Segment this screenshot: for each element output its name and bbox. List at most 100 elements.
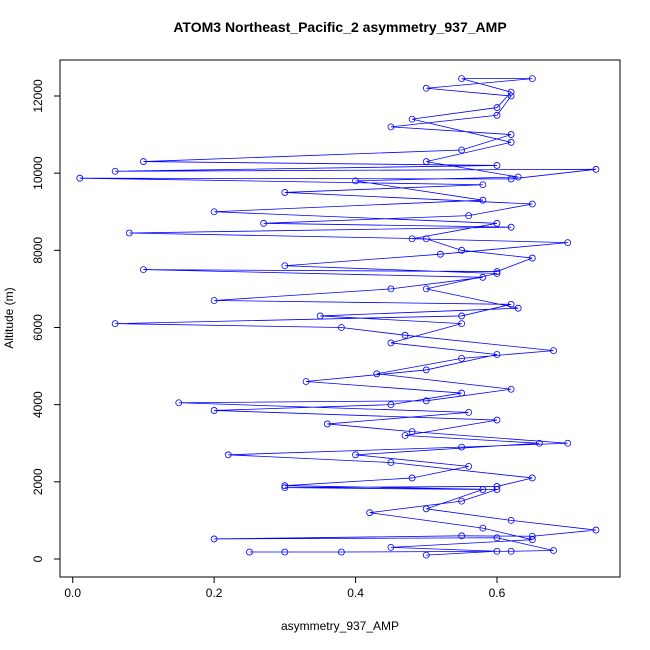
data-point: [458, 320, 466, 328]
data-point: [458, 312, 466, 320]
data-point: [408, 235, 416, 243]
data-point: [479, 273, 487, 281]
data-point: [507, 131, 515, 138]
data-point: [140, 158, 147, 165]
data-point: [422, 235, 430, 243]
data-point: [493, 111, 501, 119]
data-point: [76, 174, 84, 182]
data-point: [535, 439, 543, 447]
data-point: [323, 420, 331, 428]
data-point: [507, 547, 515, 555]
data-point: [493, 486, 501, 493]
data-point: [125, 229, 133, 237]
data-point: [210, 535, 218, 543]
data-point: [465, 462, 473, 470]
data-point: [458, 497, 466, 505]
data-point: [528, 75, 536, 83]
data-point: [493, 270, 501, 277]
data-point: [493, 162, 501, 169]
data-point: [479, 486, 487, 493]
data-point: [338, 548, 345, 556]
data-point: [422, 397, 430, 405]
y-tick-label: 12000: [31, 79, 45, 113]
data-point: [352, 451, 359, 459]
data-point: [458, 75, 466, 83]
x-tick-label: 0.2: [206, 586, 223, 600]
data-point: [111, 167, 119, 175]
data-point: [507, 88, 515, 96]
data-point: [387, 123, 395, 131]
data-point: [507, 138, 515, 146]
y-tick-label: 2000: [31, 468, 45, 495]
data-line: [79, 78, 597, 556]
data-point: [507, 223, 515, 231]
data-point: [246, 548, 253, 556]
data-point: [366, 509, 374, 517]
data-point: [175, 399, 183, 407]
y-axis-label: Altitude (m): [2, 287, 16, 348]
data-point: [422, 551, 430, 559]
data-point: [210, 407, 218, 414]
data-point: [352, 177, 359, 185]
data-point: [316, 312, 324, 320]
data-point: [458, 389, 466, 397]
data-point: [458, 246, 466, 254]
data-point: [514, 304, 522, 312]
data-point: [387, 459, 395, 466]
data-point: [408, 115, 416, 123]
data-point: [281, 484, 289, 492]
data-point: [437, 250, 444, 258]
y-tick-label: 8000: [31, 237, 45, 264]
data-point: [528, 200, 536, 208]
data-point: [592, 165, 600, 173]
data-point: [465, 408, 473, 416]
data-point: [564, 239, 572, 247]
data-point: [528, 474, 536, 482]
chart-title: ATOM3 Northeast_Pacific_2 asymmetry_937_…: [173, 19, 506, 35]
data-point: [458, 354, 466, 362]
data-point: [479, 196, 487, 204]
data-point: [408, 428, 416, 436]
y-tick-label: 10000: [31, 156, 45, 190]
data-point: [281, 482, 289, 490]
x-tick-label: 0.6: [489, 586, 506, 600]
data-point: [493, 104, 501, 111]
x-tick-label: 0.4: [347, 586, 364, 600]
data-point: [507, 517, 515, 524]
data-point: [507, 385, 515, 393]
data-point: [528, 532, 536, 540]
data-point: [465, 212, 473, 220]
y-tick-label: 4000: [31, 391, 45, 418]
data-point: [401, 331, 409, 339]
data-point: [493, 483, 501, 490]
data-point: [507, 175, 515, 183]
data-point: [422, 366, 430, 374]
data-point: [458, 532, 466, 540]
data-point: [387, 285, 395, 293]
data-point: [387, 401, 395, 409]
data-point: [507, 92, 515, 100]
data-point: [493, 268, 501, 275]
data-point: [224, 451, 232, 459]
data-point: [210, 297, 218, 304]
y-tick-label: 6000: [31, 314, 45, 341]
data-point: [387, 544, 395, 551]
data-point: [422, 158, 430, 165]
data-point: [507, 300, 515, 308]
data-point: [408, 474, 416, 482]
data-point: [281, 262, 289, 270]
data-point: [401, 432, 409, 439]
data-point: [302, 378, 310, 385]
data-point: [479, 524, 487, 532]
data-point: [422, 505, 430, 513]
x-tick-label: 0.0: [64, 586, 81, 600]
x-axis-label: asymmetry_937_AMP: [281, 619, 399, 633]
data-point: [458, 146, 466, 154]
data-point: [260, 219, 268, 227]
data-point: [528, 254, 536, 262]
data-point: [422, 84, 430, 92]
y-tick-label: 0: [31, 555, 45, 562]
data-point: [493, 351, 501, 358]
data-point: [281, 189, 289, 196]
